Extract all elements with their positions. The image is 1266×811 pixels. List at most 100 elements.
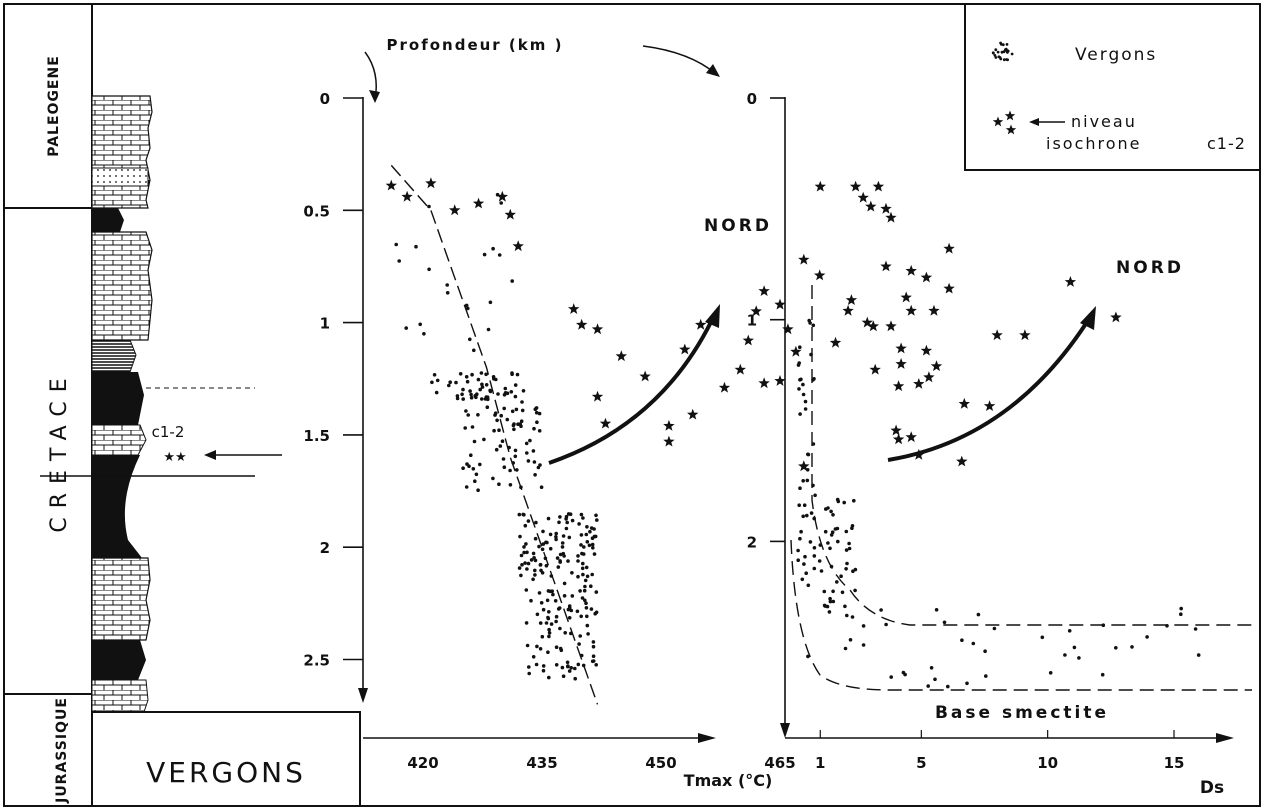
tmax-nord-arrowhead (705, 304, 720, 328)
tmax-vergons-dot (585, 540, 590, 544)
tmax-vergons-dot (471, 467, 476, 471)
ds-vergons-dot (798, 378, 802, 382)
tmax-vergons-dot (513, 383, 518, 387)
tmax-vergons-dot (561, 534, 566, 538)
tmax-isochrone-star (615, 350, 627, 362)
tmax-vergons-dot (515, 468, 519, 472)
ds-vergons-dot (799, 529, 803, 534)
log-black-2 (92, 372, 144, 425)
ds-vergons-dot (809, 352, 813, 357)
ds-isochrone-star (913, 378, 925, 389)
tmax-vergons-dot (584, 606, 589, 610)
tmax-isochrone-star (512, 240, 524, 252)
tmax-vergons-dot (585, 574, 590, 579)
tmax-panel: 0 0.5 1 1.5 2 2.5 420 435 450 465 NORD Tmax (°C) (303, 90, 881, 790)
tmax-vergons-dot (521, 512, 525, 517)
tmax-vergons-dot (463, 426, 468, 430)
tmax-vergons-dot (583, 598, 587, 603)
tmax-vergons-dot (531, 655, 536, 659)
tmax-vergons-dot (523, 523, 528, 528)
tmax-vergons-dot (430, 380, 434, 385)
ds-vergons-dot (847, 541, 851, 546)
tmax-vergons-dot (543, 556, 548, 561)
ds-vergons-dot (847, 546, 852, 551)
tmax-vergons-dot (488, 388, 492, 393)
ds-vergons-dot (1063, 653, 1067, 657)
tmax-isochrone-star (591, 323, 604, 335)
tmax-vergons-dot (567, 535, 572, 540)
tmax-vergons-dot (533, 407, 538, 412)
ds-vergons-dot (1072, 645, 1077, 650)
tmax-vergons-dot (499, 413, 504, 418)
tmax-vergons-dot (563, 631, 567, 635)
tmax-y-tick-label: 0.5 (303, 202, 330, 220)
legend-niveau-label: niveau (1071, 112, 1137, 131)
tmax-isochrone-star (599, 417, 612, 429)
ds-isochrone-star (842, 304, 854, 316)
log-paleogene-top (91, 95, 153, 209)
tmax-vergons-dot (567, 616, 572, 620)
tmax-vergons-dot (527, 671, 531, 676)
ds-vergons-dot (850, 526, 854, 530)
tmax-vergons-dot (524, 621, 529, 625)
tmax-vergons-dot (575, 609, 580, 614)
ds-vergons-dot (805, 513, 809, 518)
ds-vergons-dot (836, 539, 840, 544)
c1-2-label: c1-2 (152, 423, 185, 441)
ds-y-axis-arrowhead (780, 723, 790, 738)
ds-vergons-dot (853, 588, 857, 593)
tmax-vergons-dot (516, 422, 520, 427)
tmax-vergons-dot (558, 559, 562, 563)
tmax-vergons-dot (576, 554, 580, 558)
tmax-vergons-dot (547, 627, 551, 632)
ds-isochrone-star (1019, 329, 1031, 341)
tmax-vergons-dot (594, 610, 599, 615)
ds-isochrone-star (814, 180, 826, 192)
ds-vergons-dot (934, 608, 939, 612)
tmax-vergons-dot (478, 462, 482, 467)
tmax-vergons-dot (557, 606, 562, 610)
ds-vergons-dot (1179, 612, 1183, 616)
tmax-vergons-dot (445, 291, 450, 295)
c1-2-star-markers: ★★ (163, 450, 186, 465)
tmax-vergons-dot (566, 664, 570, 669)
tmax-vergons-dot (513, 448, 518, 453)
tmax-nord-arrow (548, 319, 714, 465)
tmax-isochrone-star (845, 294, 858, 305)
tmax-vergons-dot (519, 573, 523, 578)
ds-band-label: Base smectite (935, 703, 1109, 723)
tmax-vergons-dot (537, 429, 542, 433)
ds-vergons-dot (812, 566, 817, 571)
tmax-isochrone-star (449, 204, 461, 216)
ds-vergons-dot (1179, 606, 1183, 611)
ds-vergons-dot (797, 503, 801, 508)
tmax-vergons-dot (557, 520, 561, 525)
ds-vergons-dot (829, 533, 834, 537)
tmax-vergons-dot (508, 483, 513, 487)
log-limestone-4 (91, 679, 149, 713)
tmax-vergons-dot (422, 332, 426, 336)
tmax-vergons-dot (519, 485, 523, 490)
ds-isochrone-star (885, 211, 897, 223)
ds-vergons-dot (811, 442, 816, 446)
ds-vergons-dot (805, 468, 810, 472)
tmax-vergons-dot (482, 437, 486, 442)
tmax-vergons-dot (569, 631, 573, 636)
ds-vergons-dot (879, 608, 883, 612)
ds-vergons-dot (852, 498, 856, 503)
tmax-isochrone-star (385, 179, 397, 191)
tmax-vergons-dot (532, 426, 536, 431)
tmax-vergons-dot (539, 568, 543, 573)
tmax-vergons-dot (591, 654, 596, 658)
ds-vergons-dot (801, 479, 805, 483)
tmax-vergons-dot (414, 244, 418, 249)
log-dotted-band (91, 167, 149, 187)
tmax-vergons-dot (594, 513, 598, 518)
tmax-vergons-dot (540, 634, 545, 639)
ds-vergons-dot (825, 604, 830, 609)
ds-vergons-dot (806, 583, 811, 588)
tmax-trend-line (390, 164, 599, 705)
tmax-vergons-dot (544, 540, 548, 545)
tmax-vergons-dot (470, 425, 475, 429)
tmax-vergons-dot (555, 556, 560, 560)
